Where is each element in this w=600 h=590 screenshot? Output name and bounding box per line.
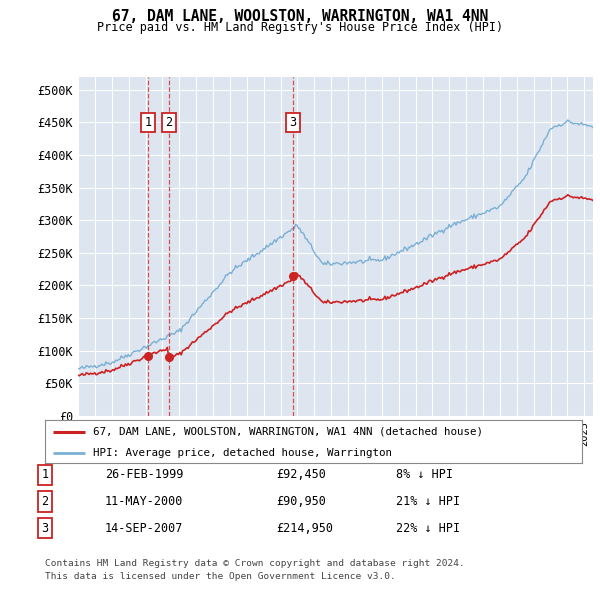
Text: 3: 3 xyxy=(289,116,296,129)
Text: This data is licensed under the Open Government Licence v3.0.: This data is licensed under the Open Gov… xyxy=(45,572,396,581)
Text: 11-MAY-2000: 11-MAY-2000 xyxy=(105,495,184,508)
Text: £90,950: £90,950 xyxy=(276,495,326,508)
Text: 2: 2 xyxy=(41,495,49,508)
Text: £92,450: £92,450 xyxy=(276,468,326,481)
Text: 14-SEP-2007: 14-SEP-2007 xyxy=(105,522,184,535)
Text: HPI: Average price, detached house, Warrington: HPI: Average price, detached house, Warr… xyxy=(94,448,392,458)
Text: 1: 1 xyxy=(41,468,49,481)
Text: 67, DAM LANE, WOOLSTON, WARRINGTON, WA1 4NN: 67, DAM LANE, WOOLSTON, WARRINGTON, WA1 … xyxy=(112,9,488,24)
Text: 3: 3 xyxy=(41,522,49,535)
Text: 2: 2 xyxy=(165,116,172,129)
Text: £214,950: £214,950 xyxy=(276,522,333,535)
Text: 1: 1 xyxy=(145,116,152,129)
Text: 67, DAM LANE, WOOLSTON, WARRINGTON, WA1 4NN (detached house): 67, DAM LANE, WOOLSTON, WARRINGTON, WA1 … xyxy=(94,427,484,437)
Text: Price paid vs. HM Land Registry's House Price Index (HPI): Price paid vs. HM Land Registry's House … xyxy=(97,21,503,34)
Text: 22% ↓ HPI: 22% ↓ HPI xyxy=(396,522,460,535)
Text: 8% ↓ HPI: 8% ↓ HPI xyxy=(396,468,453,481)
Text: 26-FEB-1999: 26-FEB-1999 xyxy=(105,468,184,481)
Text: 21% ↓ HPI: 21% ↓ HPI xyxy=(396,495,460,508)
Text: Contains HM Land Registry data © Crown copyright and database right 2024.: Contains HM Land Registry data © Crown c… xyxy=(45,559,465,568)
